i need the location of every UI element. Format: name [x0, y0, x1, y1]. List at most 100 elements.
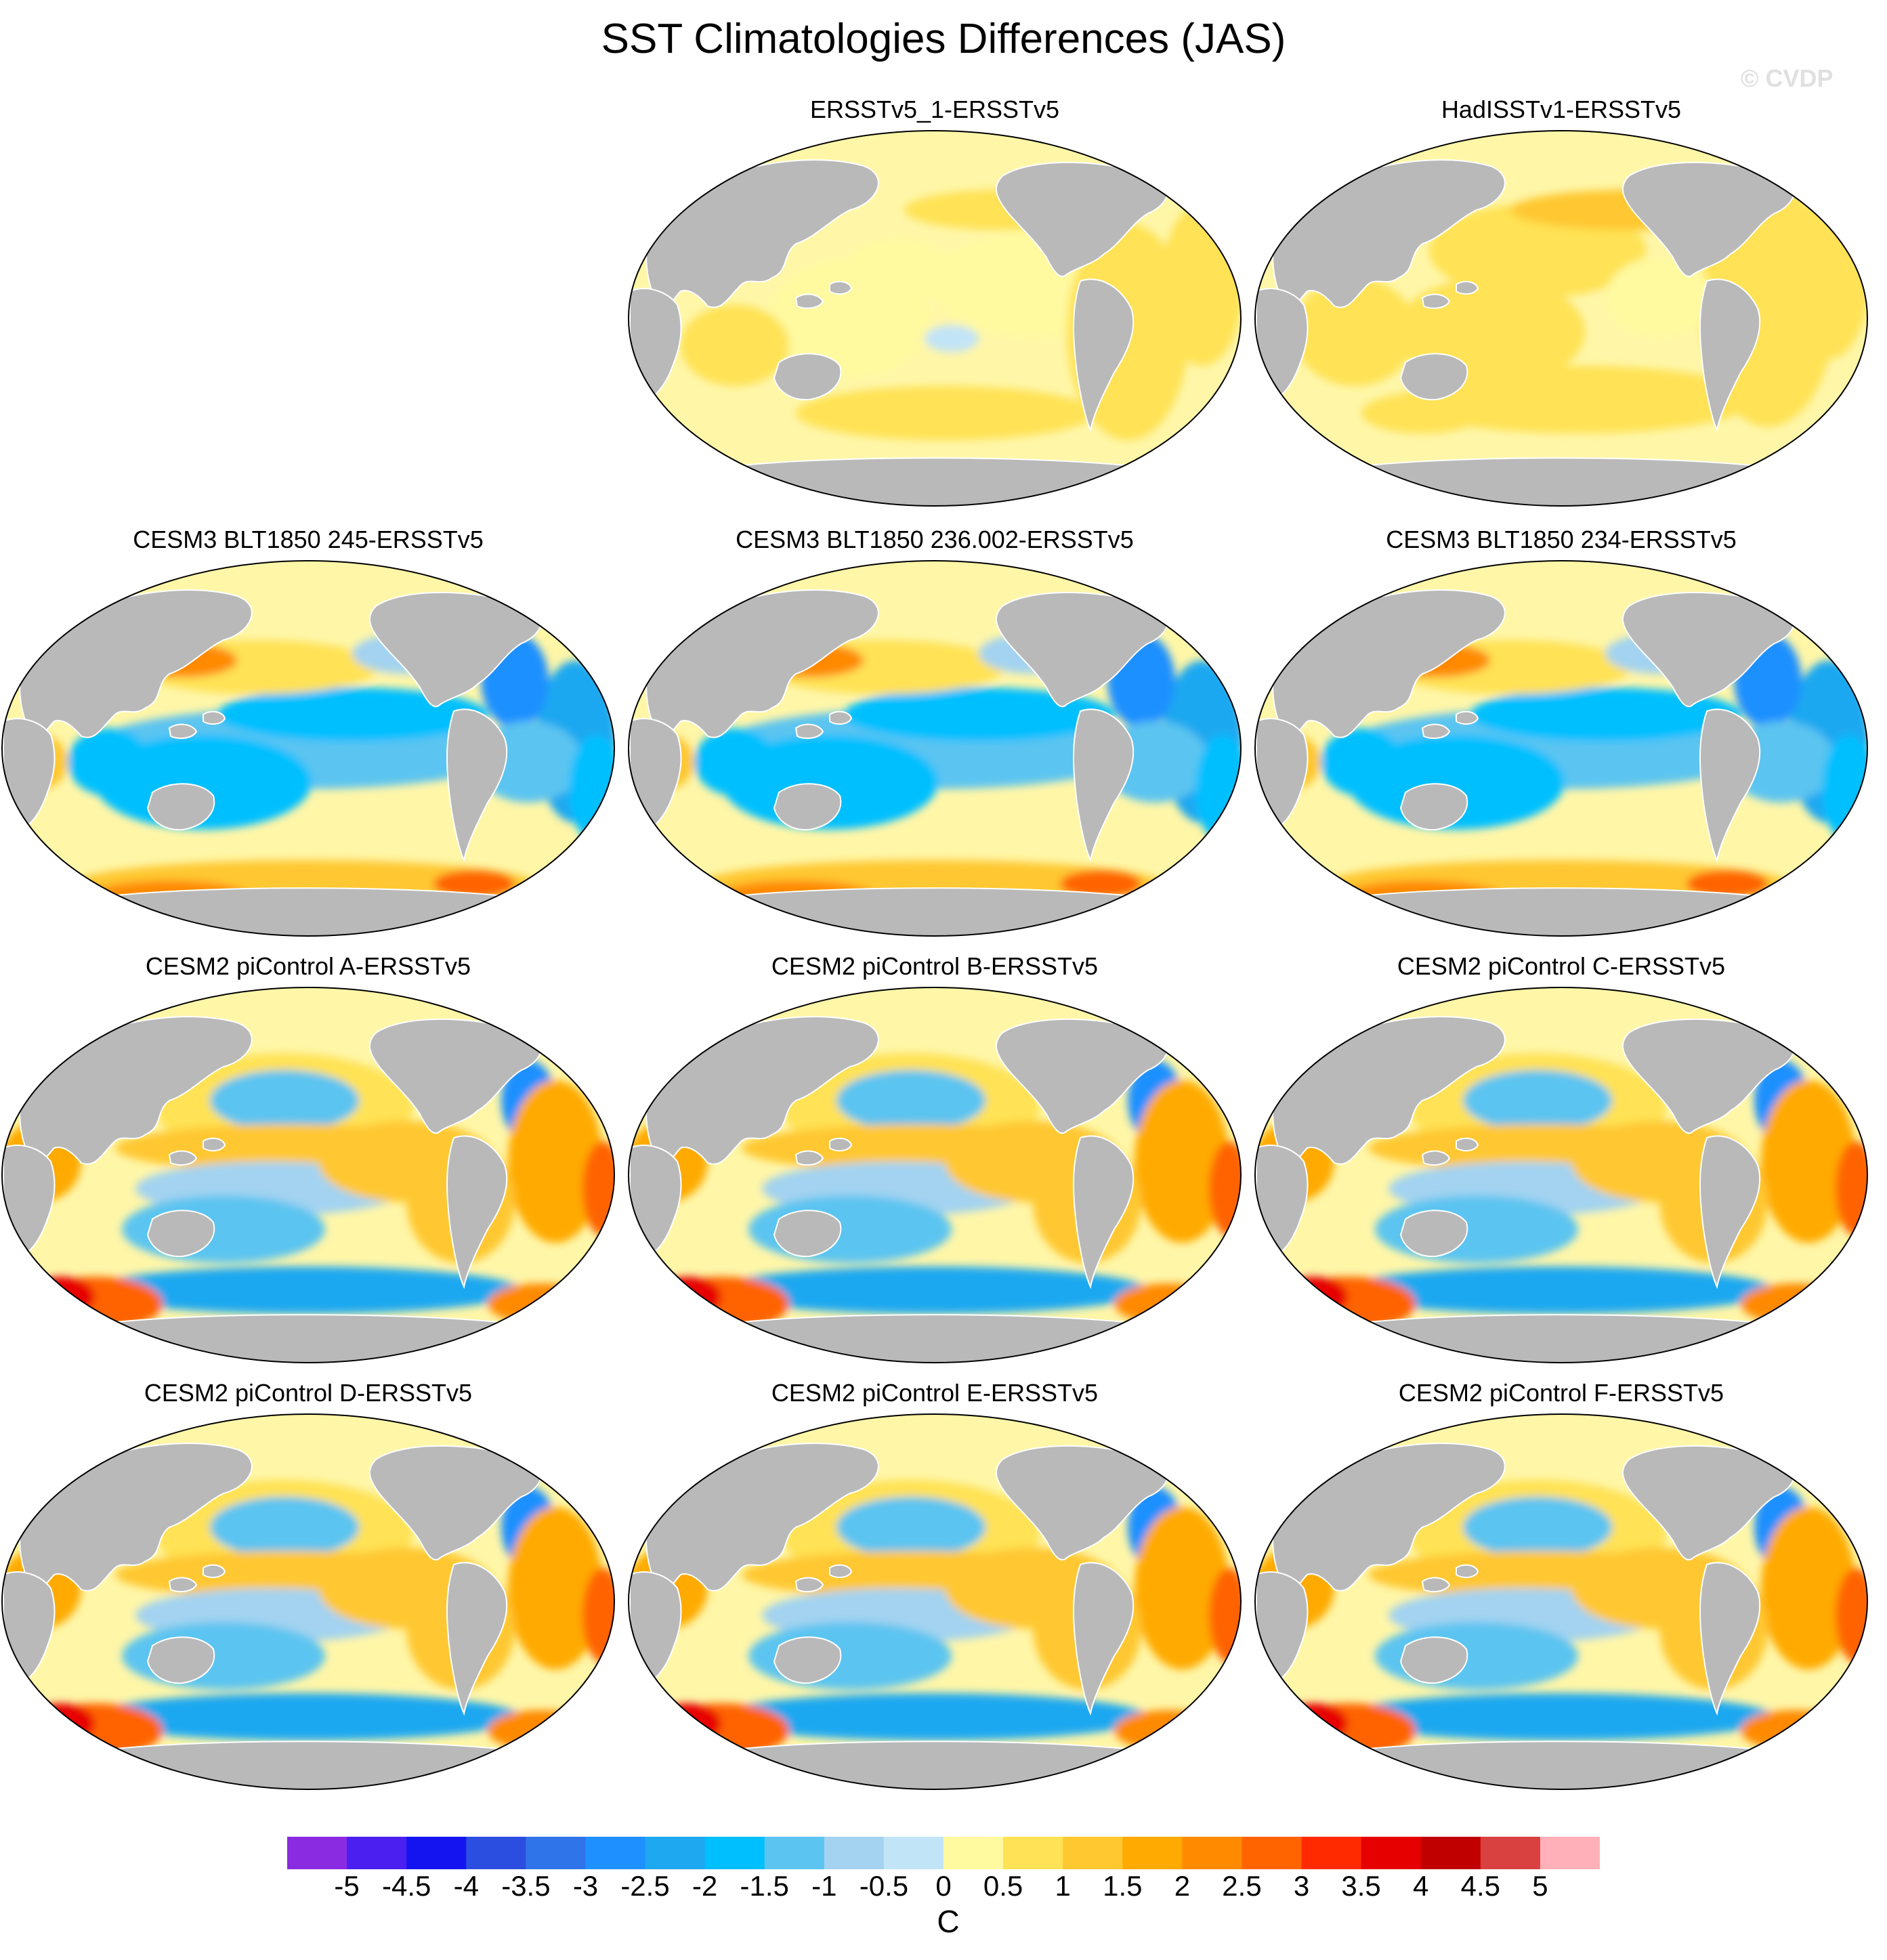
land-mass — [1153, 994, 1204, 1031]
colorbar-tick-label: 4 — [1413, 1870, 1429, 1902]
anomaly-region — [1605, 257, 1714, 339]
anomaly-region — [217, 687, 488, 742]
land-mass — [794, 1577, 824, 1593]
anomaly-region — [508, 1507, 603, 1669]
land-mass — [829, 1564, 853, 1579]
colorbar-box — [704, 1837, 765, 1869]
anomaly-region — [488, 1283, 596, 1324]
anomaly-region — [1114, 1710, 1223, 1751]
cvdp-watermark: © CVDP — [1741, 64, 1833, 92]
anomaly-region — [88, 1266, 522, 1314]
land-mass — [1842, 1035, 1867, 1065]
anomaly-region — [68, 728, 149, 796]
anomaly-region — [836, 1070, 985, 1131]
map-frame — [628, 1413, 1242, 1790]
anomaly-region — [1114, 1283, 1223, 1324]
colorbar-box — [1122, 1837, 1183, 1869]
land-mass — [773, 353, 842, 401]
land-mass — [1699, 708, 1761, 863]
land-mass — [589, 1035, 614, 1065]
land-mass — [1215, 1035, 1241, 1065]
colorbar-tick-label: 0.5 — [983, 1870, 1023, 1902]
colorbar-tick-label: 5 — [1532, 1870, 1548, 1902]
panel-title: CESM2 piControl C-ERSSTv5 — [1397, 952, 1726, 980]
colorbar-box — [1301, 1837, 1362, 1869]
land-mass — [203, 710, 226, 725]
anomaly-region — [1470, 687, 1741, 742]
land-mass — [1153, 1421, 1204, 1457]
world-map — [628, 1413, 1242, 1790]
colorbar-tick-label: 2.5 — [1222, 1870, 1262, 1902]
land-mass — [526, 568, 577, 604]
anomaly-region — [1402, 366, 1754, 433]
map-frame — [1254, 987, 1868, 1363]
colorbar-unit: C — [937, 1904, 960, 1939]
map-panel: ERSSTv5_1-ERSSTv5 — [627, 95, 1243, 515]
anomaly-region — [1341, 1266, 1775, 1314]
land-mass — [1421, 723, 1451, 740]
colorbar — [287, 1837, 1600, 1869]
land-mass — [146, 783, 215, 831]
land-mass — [829, 280, 853, 295]
map-panel: CESM2 piControl D-ERSSTv5 — [0, 1378, 616, 1798]
anomaly-region — [654, 1277, 721, 1317]
land-mass — [1073, 278, 1135, 433]
map-panel: CESM2 piControl B-ERSSTv5 — [627, 952, 1243, 1371]
world-map — [628, 987, 1242, 1363]
anomaly-region — [210, 1070, 359, 1131]
map-panel: CESM2 piControl A-ERSSTv5 — [0, 952, 616, 1371]
colorbar-tick-label: -3.5 — [501, 1870, 551, 1902]
land-mass — [1073, 1135, 1135, 1290]
colorbar-box — [645, 1837, 706, 1869]
colorbar-tick-label: -4 — [453, 1870, 479, 1902]
colorbar-box — [466, 1837, 526, 1869]
anomaly-region — [1741, 1710, 1849, 1751]
anomaly-region — [1463, 1497, 1612, 1558]
land-mass — [699, 887, 1170, 936]
land-mass — [446, 1562, 508, 1716]
anomaly-region — [88, 1693, 522, 1741]
land-mass — [168, 1577, 198, 1593]
map-frame — [628, 130, 1242, 507]
panel-title: ERSSTv5_1-ERSSTv5 — [809, 95, 1060, 123]
land-mass — [526, 1421, 577, 1457]
anomaly-region — [843, 237, 952, 305]
land-mass — [773, 783, 842, 831]
land-mass — [1326, 457, 1797, 506]
colorbar-box — [1420, 1837, 1481, 1869]
land-mass — [699, 1741, 1170, 1789]
colorbar-box — [1182, 1837, 1242, 1869]
map-frame — [628, 560, 1242, 937]
anomaly-region — [1060, 870, 1141, 897]
land-mass — [773, 1636, 842, 1684]
land-mass — [589, 608, 614, 638]
colorbar-box — [824, 1837, 885, 1869]
figure-title: SST Climatologies Differences (JAS) — [601, 16, 1286, 62]
anomaly-region — [1761, 1080, 1856, 1243]
land-mass — [1421, 1150, 1451, 1166]
map-frame — [1, 560, 615, 937]
colorbar-box — [944, 1837, 1004, 1869]
land-mass — [794, 1150, 824, 1166]
land-mass — [1456, 280, 1479, 295]
anomaly-region — [681, 305, 789, 386]
anomaly-region — [1761, 1507, 1856, 1669]
colorbar-tick-label: -3 — [572, 1870, 599, 1902]
map-panel: CESM3 BLT1850 245-ERSSTv5 — [0, 525, 616, 945]
panel-title: CESM3 BLT1850 236.002-ERSSTv5 — [736, 526, 1134, 553]
map-frame — [1254, 1413, 1868, 1790]
map-frame — [1254, 560, 1868, 937]
anomaly-region — [836, 1497, 985, 1558]
land-mass — [1421, 1577, 1451, 1593]
colorbar-box — [287, 1837, 347, 1869]
colorbar-tick-label: -1 — [811, 1870, 837, 1902]
land-mass — [1699, 1135, 1761, 1290]
land-mass — [589, 1462, 614, 1491]
anomaly-region — [925, 325, 979, 352]
world-map — [1254, 987, 1868, 1363]
land-mass — [1779, 568, 1830, 604]
land-mass — [168, 1150, 198, 1166]
colorbar-tick-label: -4.5 — [382, 1870, 431, 1902]
anomaly-region — [715, 1693, 1148, 1741]
land-mass — [1699, 278, 1761, 433]
